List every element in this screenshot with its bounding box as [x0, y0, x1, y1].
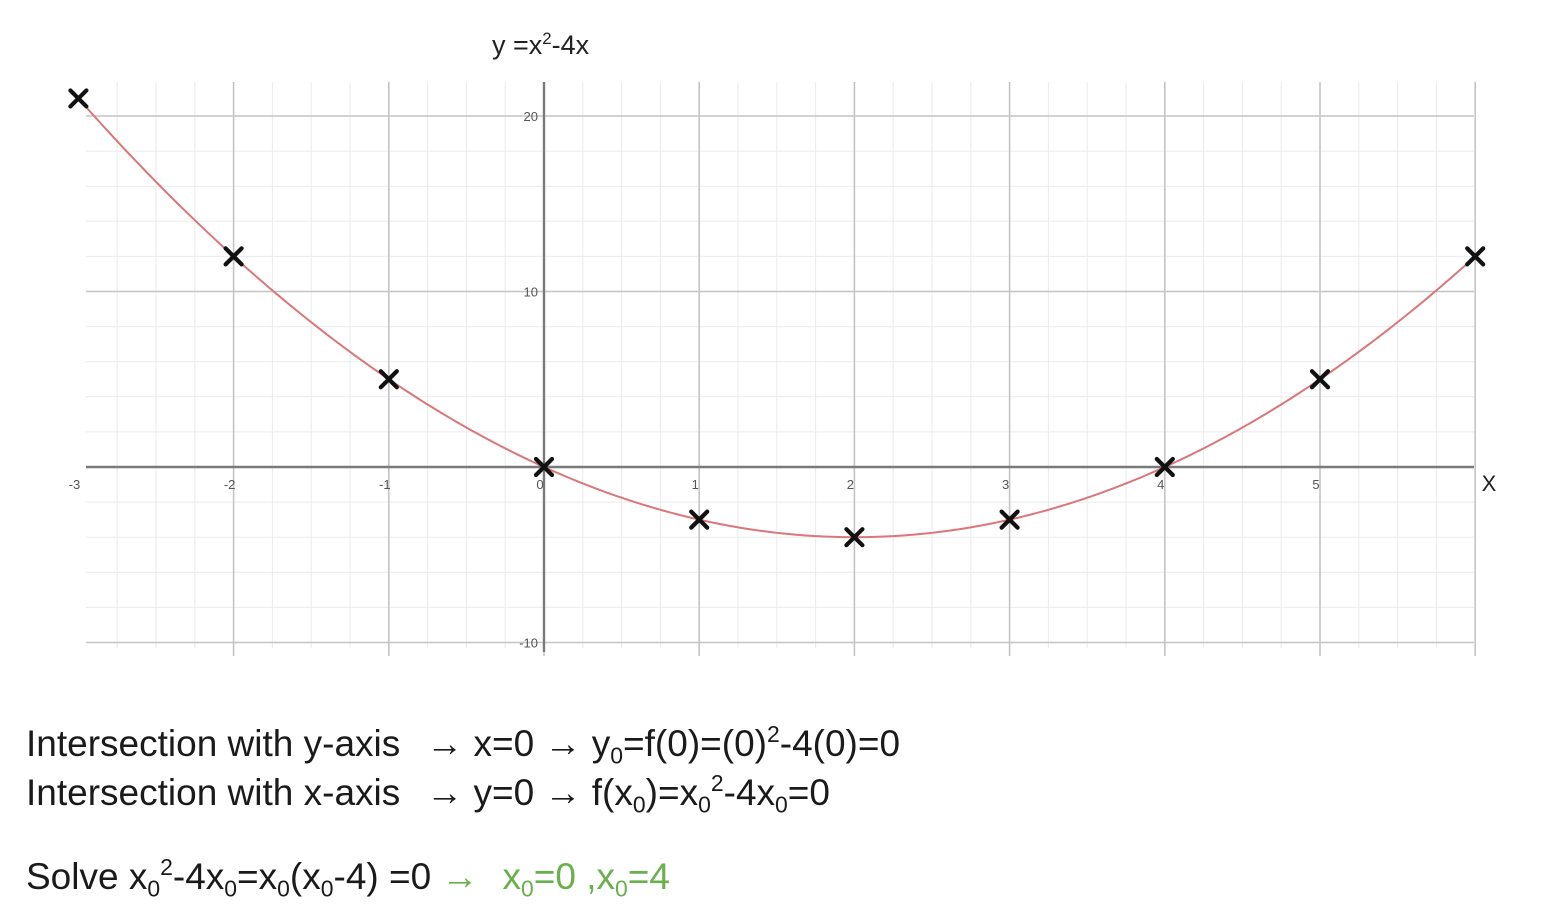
x-tick-label: 3: [1002, 477, 1009, 492]
title-exponent: 2: [542, 28, 552, 48]
note3-prefix: Solve x: [26, 856, 148, 897]
minor-grid: [86, 82, 1474, 648]
parabola-curve: [77, 99, 1476, 539]
note3-rsub2: 0: [615, 875, 628, 902]
data-point-markers: [68, 88, 1486, 548]
note3-r2: =0 ,x: [533, 856, 615, 897]
note3-p2: -4x: [172, 856, 225, 897]
note1-arrow1: →: [426, 723, 464, 764]
note-x-intersection: Intersection with x-axis → y=0 → f(x0)=x0…: [26, 771, 830, 815]
note3-arrow: →: [441, 856, 479, 897]
note3-result: x0=0 ,x0=4: [502, 856, 670, 900]
y-tick-label: 20: [524, 109, 538, 124]
title-y: y: [492, 30, 506, 60]
data-point-marker: [378, 369, 399, 390]
x-tick-label: -1: [379, 477, 391, 492]
note3-p3: =x: [237, 856, 278, 897]
data-point-marker: [223, 246, 244, 267]
note2-tail: =0: [787, 772, 830, 813]
note1-y: y: [591, 723, 611, 764]
note2-arrow2: →: [544, 772, 582, 813]
note1-exp: 2: [766, 720, 780, 747]
note2-sub2: 0: [698, 791, 711, 818]
title-rest: -4x: [551, 30, 590, 60]
data-point-marker: [1465, 246, 1486, 267]
note-solve: Solve x02-4x0=x0(x0-4) =0 → x0=0 ,x0=4: [26, 855, 670, 900]
note3-sub2: 0: [224, 875, 238, 902]
note1-arrow2: →: [544, 723, 582, 764]
note2-mid: )=x: [645, 772, 699, 813]
note3-r3: =4: [627, 856, 670, 897]
title-eq: =x: [505, 30, 543, 60]
data-point-marker: [844, 527, 865, 548]
x-tick-label: -3: [69, 477, 81, 492]
note2-sub3: 0: [775, 791, 788, 818]
note2-sub1: 0: [632, 791, 646, 818]
note1-sub: 0: [610, 742, 624, 769]
x-tick-label: 5: [1312, 477, 1319, 492]
data-point-marker: [999, 509, 1020, 530]
note3-sub1: 0: [147, 875, 161, 902]
x-tick-label: 4: [1157, 477, 1164, 492]
note1-rest: =f(0)=(0): [623, 723, 767, 764]
data-point-marker: [533, 456, 555, 478]
x-tick-label: 1: [692, 477, 699, 492]
note2-cond: y=0: [473, 772, 535, 813]
note1-tail: -4(0)=0: [779, 723, 901, 764]
note3-sub4: 0: [320, 875, 334, 902]
note3-p4: (x: [289, 856, 321, 897]
x-tick-label: 2: [847, 477, 854, 492]
axes: [86, 82, 1474, 652]
note3-p5: -4) =0: [333, 856, 432, 897]
major-grid: [86, 82, 1476, 656]
data-point-marker: [689, 509, 710, 530]
note1-label: Intersection with y-axis: [26, 723, 401, 764]
note2-exp: 2: [710, 769, 724, 796]
x-tick-label: -2: [224, 477, 236, 492]
data-point-marker: [68, 88, 89, 109]
y-tick-label: -10: [519, 636, 538, 651]
note2-label: Intersection with x-axis: [26, 772, 401, 813]
note3-r1: x: [502, 856, 521, 897]
note1-cond: x=0: [473, 723, 535, 764]
y-tick-label: 10: [524, 285, 538, 300]
note3-sub3: 0: [277, 875, 290, 902]
chart-title: y =x2-4x: [492, 30, 589, 61]
x-tick-label: 0: [536, 477, 543, 492]
note2-f: f(x: [591, 772, 633, 813]
data-point-marker: [1309, 369, 1331, 390]
x-axis-label: X: [1482, 471, 1497, 496]
data-point-marker: [1154, 456, 1175, 478]
note2-mid2: -4x: [723, 772, 776, 813]
note3-exp: 2: [160, 853, 173, 880]
note2-arrow1: →: [426, 772, 464, 813]
note3-rsub1: 0: [520, 875, 534, 902]
note-y-intersection: Intersection with y-axis → x=0 → y0=f(0)=…: [26, 722, 901, 766]
